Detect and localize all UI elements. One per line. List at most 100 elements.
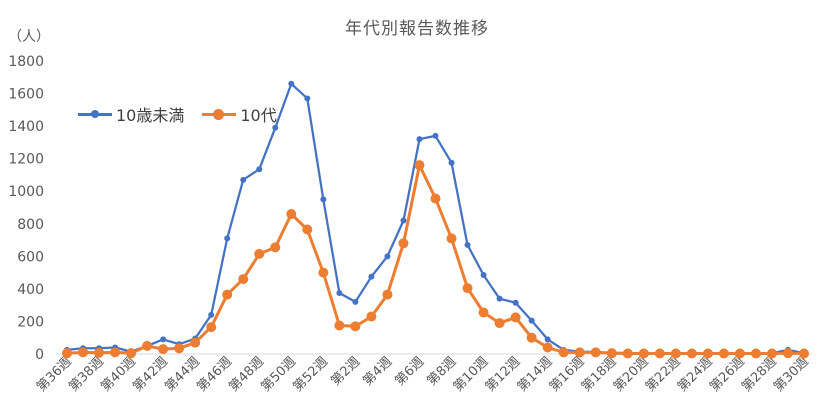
- data-point-series-2: [62, 348, 72, 359]
- x-tick-label: 第18週: [579, 354, 620, 395]
- data-point-series-1: [336, 289, 343, 296]
- data-point-series-2: [590, 347, 601, 358]
- x-tick-label: 第52週: [290, 354, 331, 395]
- x-tick-label: 第14週: [515, 354, 556, 395]
- data-point-series-2: [190, 337, 201, 348]
- x-tick-label: 第50週: [258, 354, 299, 395]
- data-point-series-2: [702, 348, 713, 359]
- data-point-series-1: [384, 253, 391, 260]
- data-point-series-2: [670, 348, 681, 359]
- data-point-series-2: [174, 343, 185, 354]
- data-point-series-2: [510, 312, 521, 323]
- data-point-series-2: [318, 267, 329, 278]
- y-tick-label: 1800: [8, 54, 44, 70]
- legend-swatch-series-2: [202, 108, 237, 120]
- x-tick-label: 第24週: [675, 354, 716, 395]
- x-tick-label: 第30週: [771, 354, 812, 395]
- data-point-series-2: [494, 318, 505, 329]
- y-tick-label: 1400: [8, 119, 44, 135]
- data-point-series-2: [286, 209, 297, 220]
- data-point-series-2: [782, 348, 793, 359]
- chart-legend: 10歳未満 10代: [78, 102, 295, 126]
- x-tick-label: 第28週: [739, 354, 780, 395]
- data-point-series-2: [638, 348, 649, 359]
- data-point-series-2: [446, 233, 457, 244]
- legend-item-series-1: 10歳未満: [78, 102, 184, 126]
- data-point-series-2: [462, 283, 473, 294]
- data-point-series-2: [526, 332, 537, 343]
- data-point-series-2: [766, 348, 777, 359]
- data-point-series-1: [256, 166, 263, 173]
- data-point-series-2: [574, 347, 585, 358]
- y-tick-label: 200: [17, 314, 44, 330]
- x-tick-label: 第16週: [547, 354, 588, 395]
- x-tick-label: 第20週: [611, 354, 652, 395]
- data-point-series-2: [430, 193, 441, 204]
- x-tick-label: 第40週: [98, 354, 139, 395]
- data-point-series-2: [718, 348, 729, 359]
- y-tick-label: 400: [17, 282, 44, 298]
- data-point-series-1: [288, 80, 295, 87]
- data-point-series-2: [382, 289, 393, 300]
- x-tick-label: 第22週: [643, 354, 684, 395]
- x-tick-label: 第48週: [226, 354, 267, 395]
- data-point-series-2: [478, 307, 489, 318]
- y-axis-unit-label: （人）: [8, 29, 50, 45]
- data-point-series-2: [238, 274, 249, 285]
- data-point-series-2: [126, 348, 137, 359]
- data-point-series-1: [352, 298, 359, 305]
- x-tick-label: 第4週: [360, 354, 395, 389]
- y-tick-label: 1000: [8, 184, 44, 200]
- data-point-series-2: [799, 348, 809, 359]
- data-point-series-2: [302, 224, 313, 235]
- data-point-series-1: [512, 299, 519, 306]
- y-tick-label: 1600: [8, 87, 44, 103]
- data-point-series-2: [558, 347, 569, 358]
- x-tick-label: 第12週: [483, 354, 524, 395]
- data-point-series-2: [78, 347, 89, 358]
- data-point-series-2: [654, 348, 665, 359]
- x-tick-label: 第6週: [392, 354, 427, 389]
- x-tick-label: 第26週: [707, 354, 748, 395]
- data-point-series-2: [206, 322, 217, 333]
- data-point-series-2: [622, 348, 633, 359]
- data-point-series-2: [334, 320, 345, 331]
- data-point-series-2: [158, 344, 169, 355]
- data-point-series-2: [606, 348, 617, 359]
- x-tick-label: 第46週: [194, 354, 235, 395]
- legend-label-series-1: 10歳未満: [116, 106, 185, 125]
- data-point-series-2: [270, 242, 281, 253]
- data-point-series-2: [94, 347, 105, 358]
- legend-label-series-2: 10代: [240, 106, 277, 125]
- chart-title: 年代別報告数推移: [345, 19, 489, 39]
- data-point-series-1: [416, 136, 423, 143]
- data-point-series-2: [750, 348, 761, 359]
- data-point-series-1: [320, 196, 327, 203]
- data-point-series-1: [480, 272, 487, 279]
- data-point-series-1: [272, 124, 279, 131]
- data-point-series-1: [400, 217, 407, 224]
- data-point-series-2: [542, 342, 553, 353]
- series-line-1: [66, 82, 805, 355]
- data-point-series-1: [448, 159, 455, 166]
- data-point-series-2: [414, 160, 425, 171]
- data-point-series-1: [304, 95, 311, 102]
- data-point-series-2: [734, 348, 745, 359]
- data-point-series-1: [432, 132, 439, 139]
- legend-item-series-2: 10代: [202, 102, 277, 126]
- data-point-series-1: [208, 311, 215, 318]
- data-point-series-1: [368, 273, 375, 280]
- data-point-series-2: [142, 340, 153, 351]
- data-point-series-1: [496, 295, 503, 302]
- data-point-series-2: [366, 311, 377, 322]
- data-point-series-1: [528, 317, 535, 324]
- y-tick-label: 0: [35, 347, 44, 363]
- data-point-series-1: [224, 235, 231, 242]
- x-tick-label: 第10週: [451, 354, 492, 395]
- x-tick-label: 第44週: [162, 354, 203, 395]
- data-point-series-2: [110, 347, 121, 358]
- data-point-series-1: [240, 176, 247, 183]
- data-point-series-2: [686, 348, 697, 359]
- data-point-series-1: [464, 241, 471, 248]
